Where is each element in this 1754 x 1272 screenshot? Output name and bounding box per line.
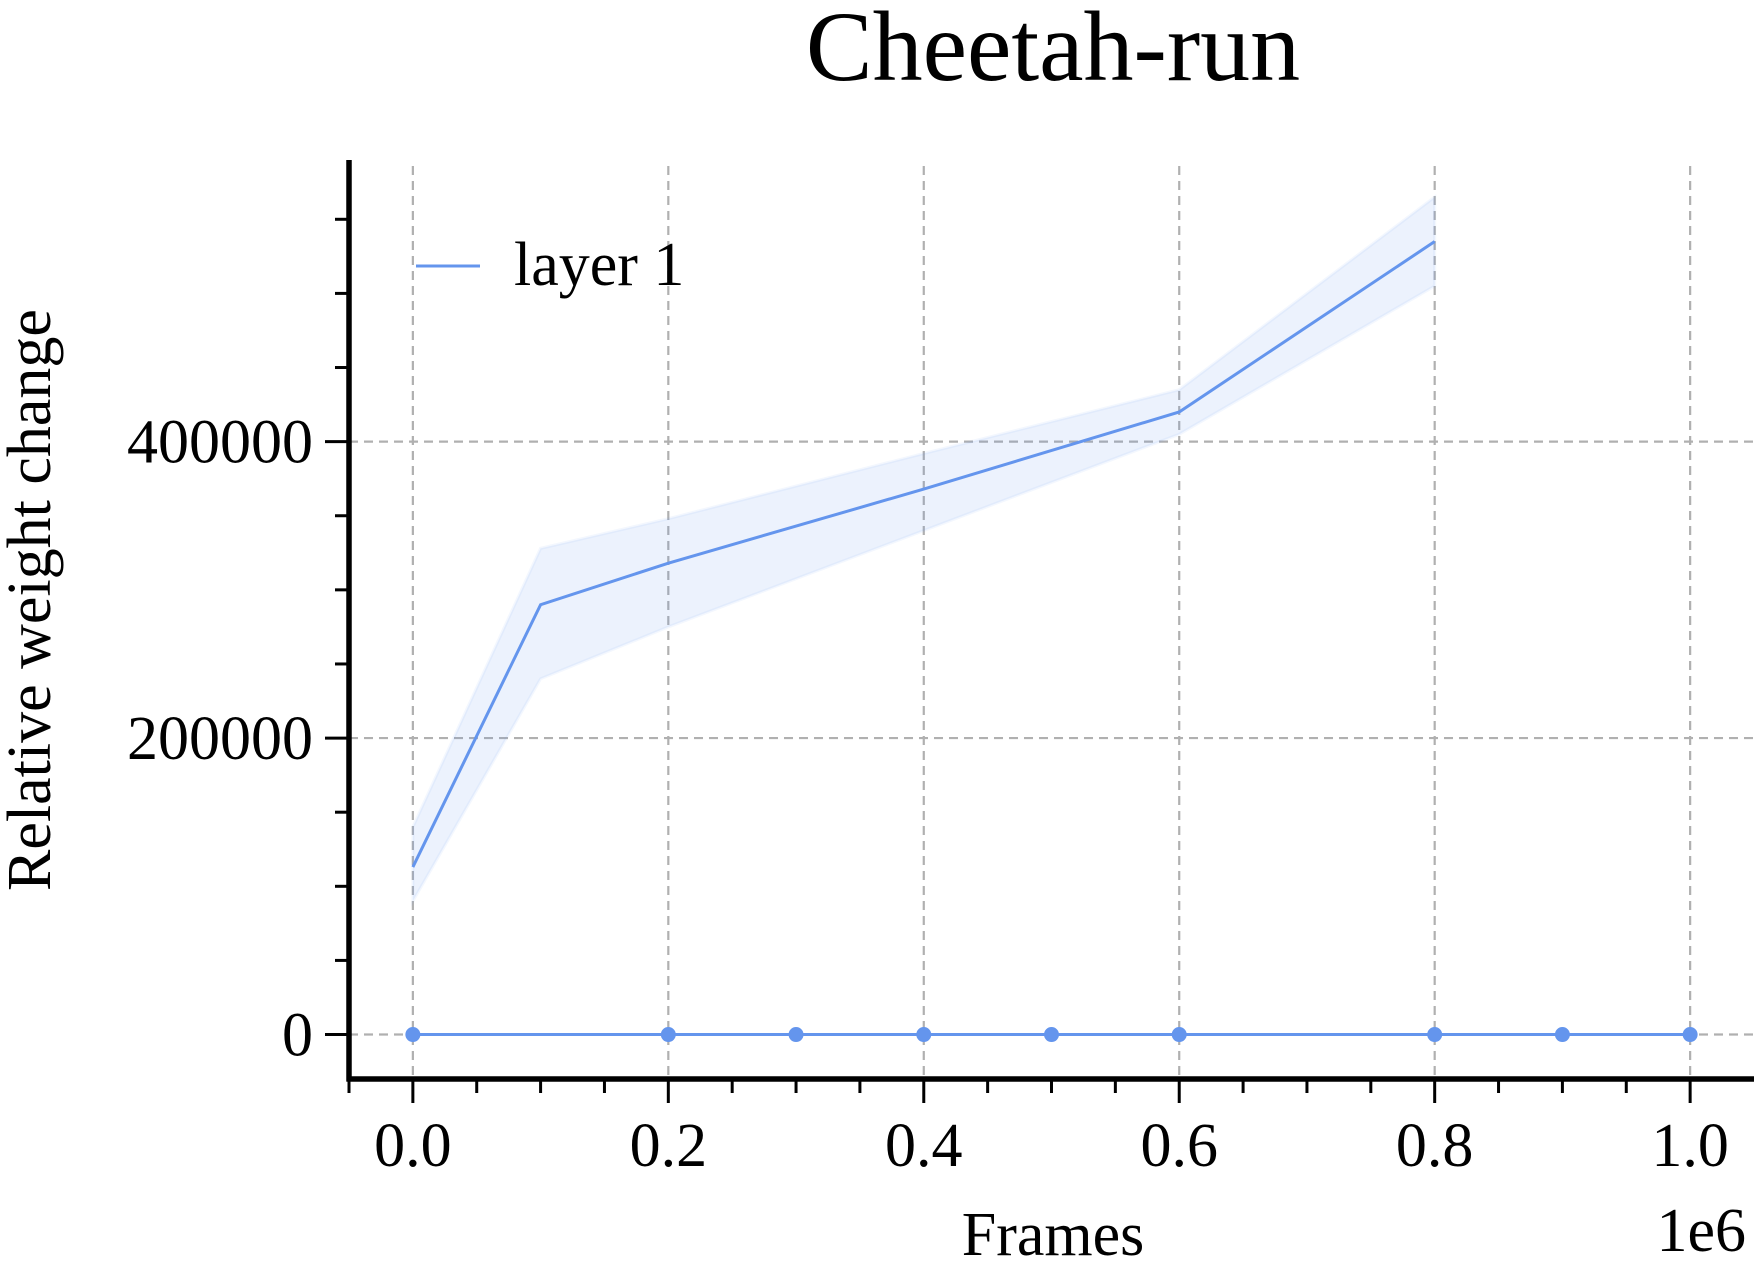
x-tick-label-1: 0.2 <box>630 1112 708 1180</box>
confidence-band-0 <box>411 194 1437 907</box>
x-tick-label-4: 0.8 <box>1396 1112 1474 1180</box>
series-markers <box>405 1027 1698 1043</box>
data-point-1-6 <box>1427 1027 1443 1043</box>
y-tick-label-2: 400000 <box>127 409 313 477</box>
data-point-1-8 <box>1682 1027 1698 1043</box>
x-tick-label-5: 1.0 <box>1651 1112 1729 1180</box>
x-tick-label-3: 0.6 <box>1140 1112 1218 1180</box>
data-point-1-0 <box>405 1027 421 1043</box>
y-axis-label: Relative weight change <box>0 309 64 891</box>
x-tick-label-0: 0.0 <box>374 1112 452 1180</box>
confidence-bands <box>411 194 1437 907</box>
x-tick-label-2: 0.4 <box>885 1112 963 1180</box>
chart-title: Cheetah-run <box>806 0 1300 102</box>
data-point-1-1 <box>660 1027 676 1043</box>
data-point-1-4 <box>1044 1027 1059 1043</box>
data-point-1-3 <box>916 1027 932 1043</box>
data-point-1-7 <box>1554 1027 1570 1043</box>
legend-label-layer-1: layer 1 <box>514 231 684 299</box>
y-tick-label-0: 0 <box>282 1002 313 1070</box>
legend: layer 1 <box>416 231 684 299</box>
axis-ticks <box>325 217 1692 1103</box>
y-tick-label-1: 200000 <box>127 705 313 773</box>
x-axis-offset-label: 1e6 <box>1656 1197 1746 1265</box>
tick-labels: 0.0 0.2 0.4 0.6 0.8 1.0 0 200000 400000 <box>127 409 1729 1180</box>
data-point-1-2 <box>788 1027 804 1043</box>
series-line-0 <box>411 240 1436 868</box>
data-point-1-5 <box>1171 1027 1187 1043</box>
x-axis-label: Frames <box>962 1201 1145 1269</box>
